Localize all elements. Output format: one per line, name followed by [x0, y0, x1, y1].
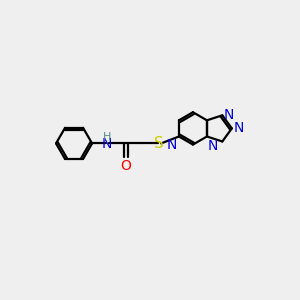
Text: N: N: [233, 122, 244, 135]
Text: N: N: [224, 108, 234, 122]
Text: N: N: [102, 137, 112, 151]
Text: N: N: [167, 138, 177, 152]
Text: H: H: [103, 132, 111, 142]
Text: S: S: [154, 136, 164, 151]
Text: N: N: [208, 139, 218, 153]
Text: O: O: [121, 159, 131, 173]
